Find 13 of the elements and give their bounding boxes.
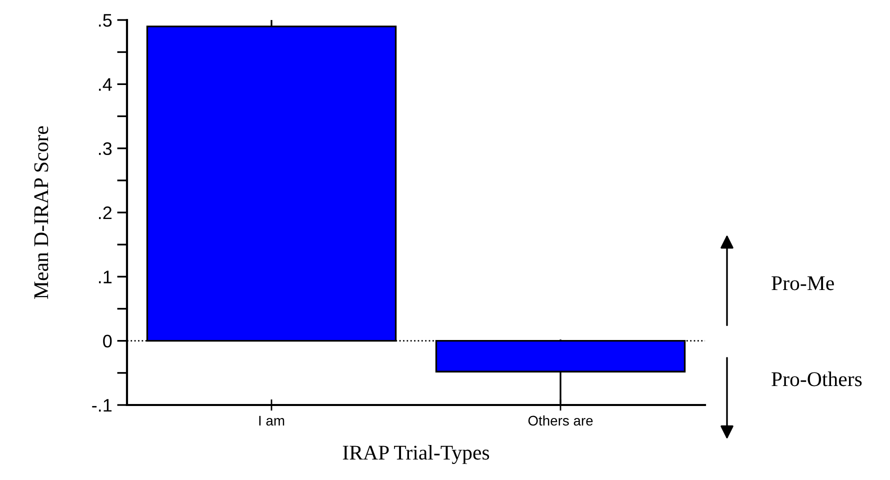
- y-tick-label: .1: [99, 270, 112, 284]
- y-tick-label: -.1: [92, 399, 112, 412]
- x-axis-title: IRAP Trial-Types: [342, 445, 490, 464]
- y-tick-label: .4: [99, 78, 112, 91]
- y-tick-label: .2: [99, 206, 112, 220]
- text: Pro-Me: [772, 276, 834, 290]
- y-tick-label: 0: [103, 334, 112, 348]
- y-tick-label: .3: [99, 142, 112, 156]
- y-axis-title: Mean D-IRAP Score: [34, 126, 48, 299]
- text: Pro-Others: [772, 372, 862, 386]
- x-tick-label: I am: [259, 416, 284, 426]
- y-tick-label: .5: [99, 14, 112, 27]
- x-tick-label: Others are: [528, 415, 593, 426]
